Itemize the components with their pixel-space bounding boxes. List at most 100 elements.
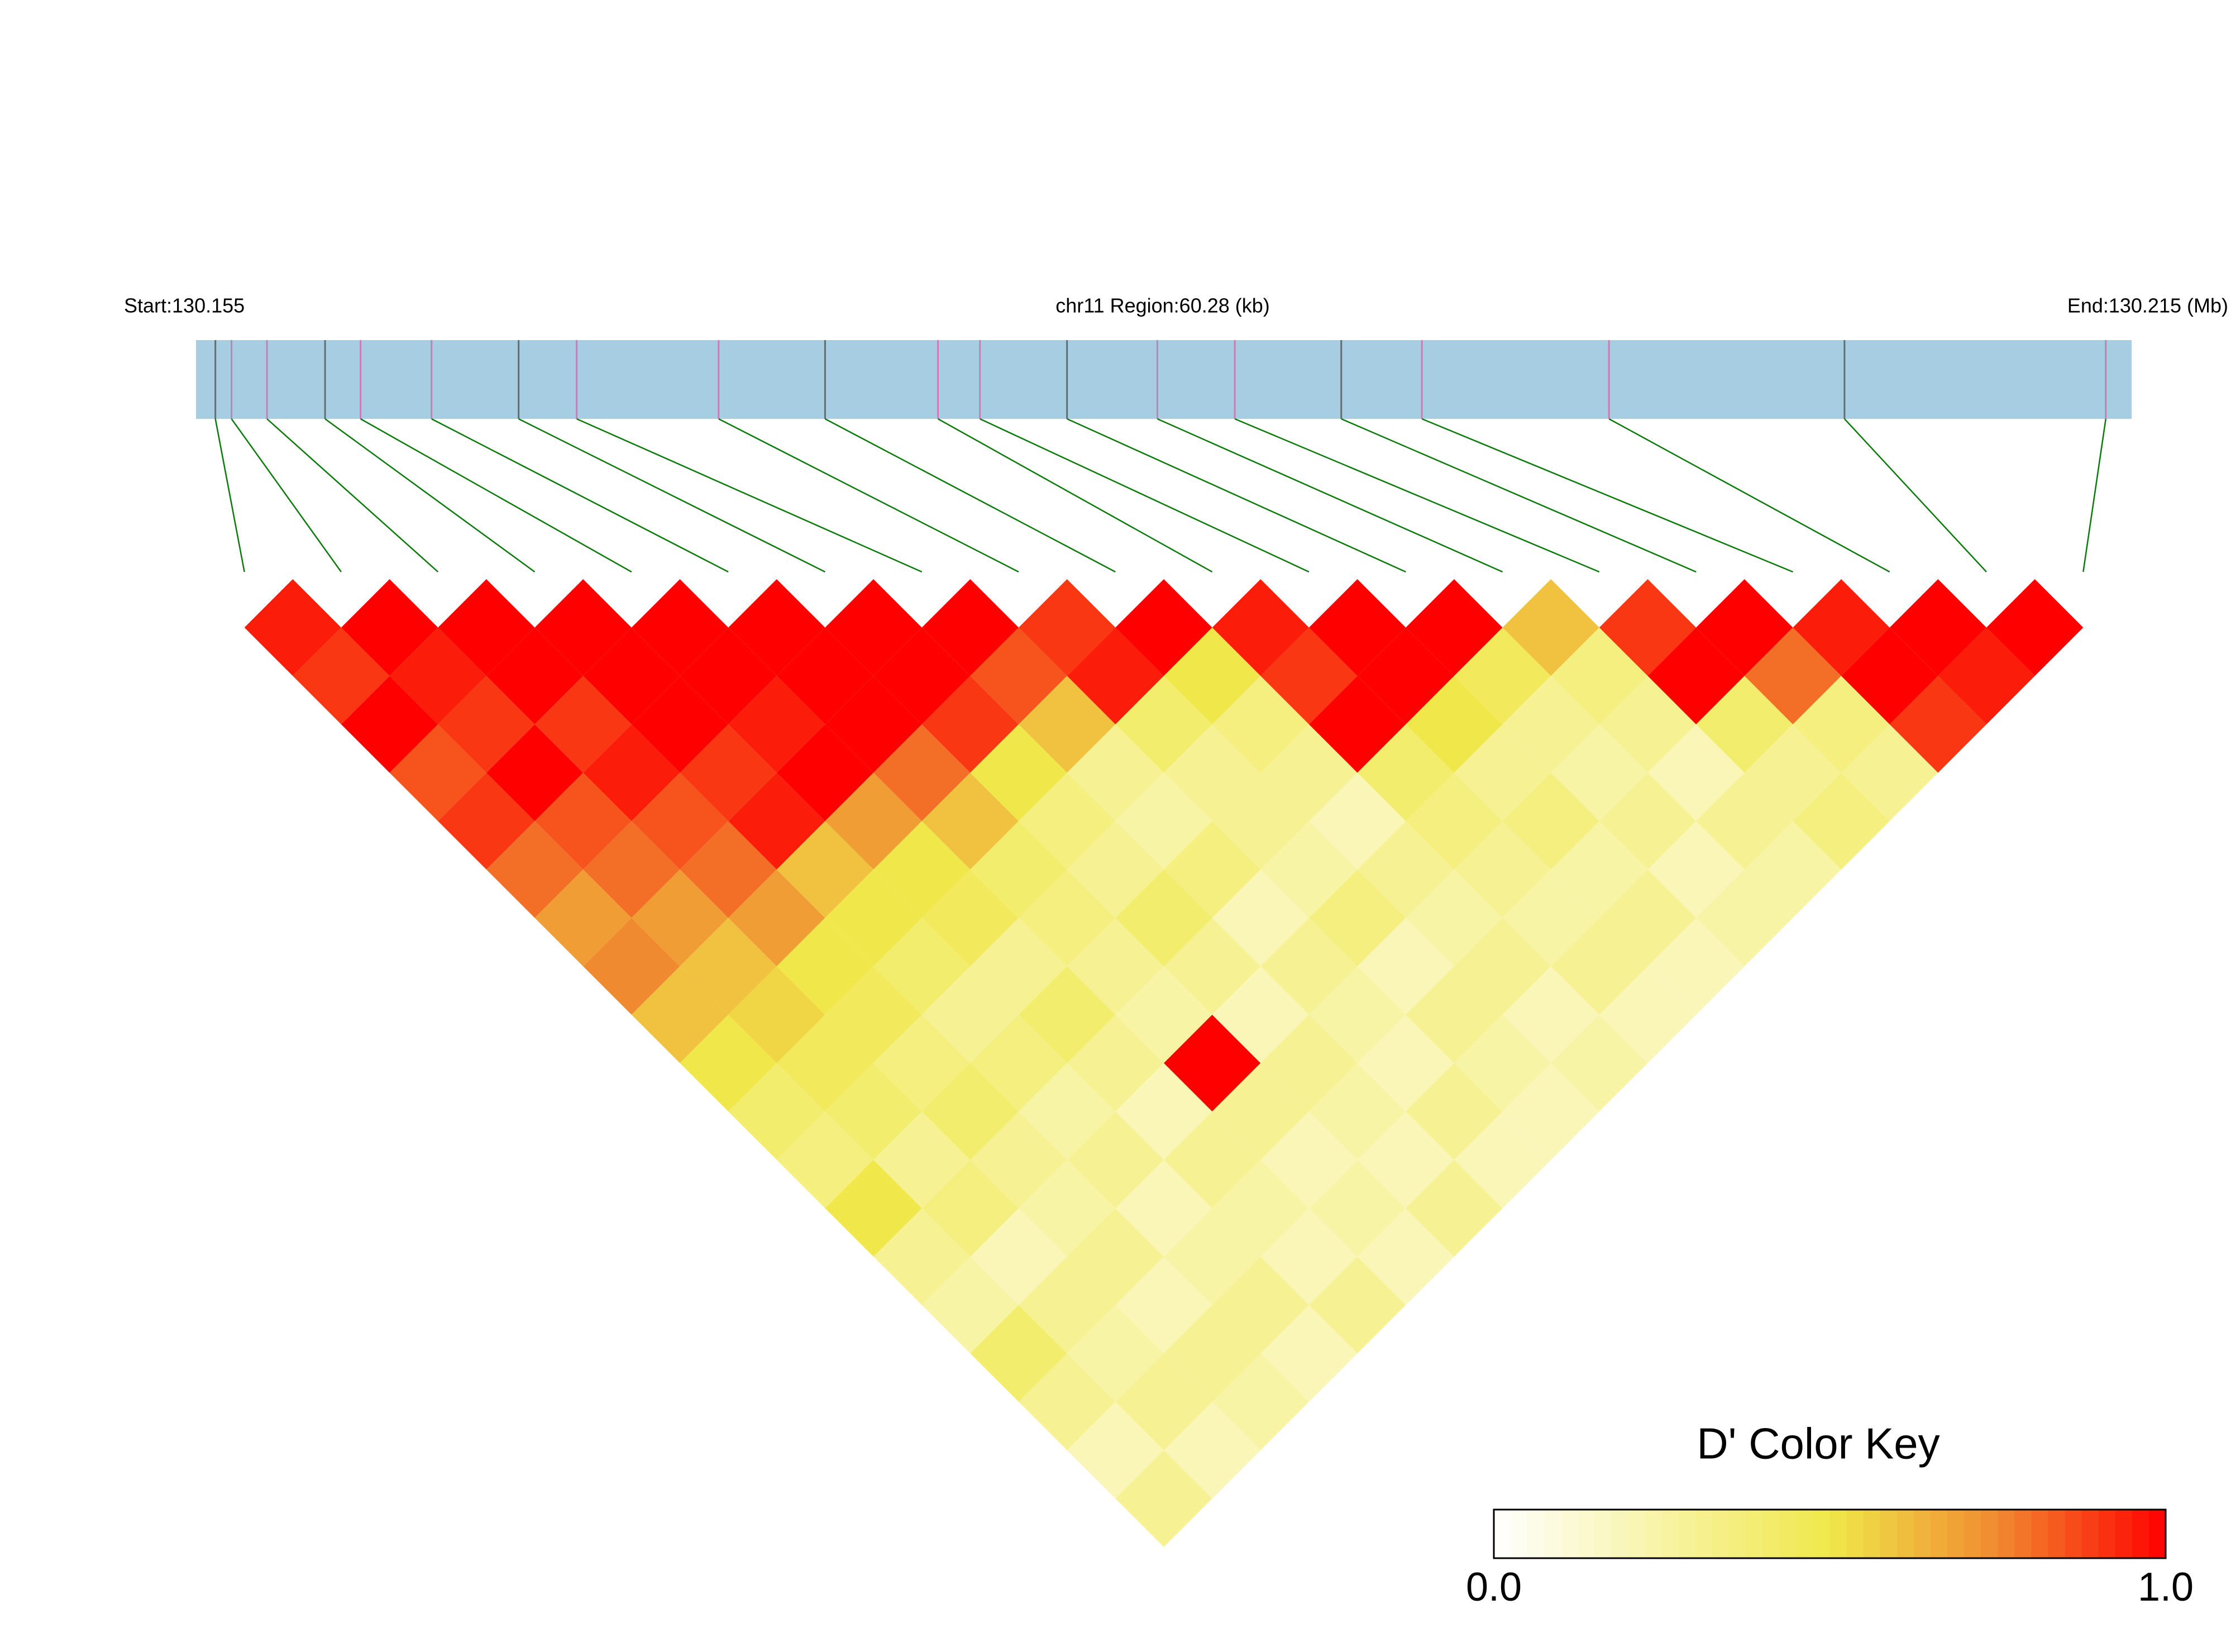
snp-connector: [718, 418, 1019, 573]
ld-cell: [583, 821, 680, 918]
key-swatch: [2148, 1510, 2166, 1558]
start-label: Start:130.155: [124, 294, 245, 317]
ld-cell: [776, 821, 874, 918]
ld-cell: [1260, 821, 1358, 918]
ld-cell: [1067, 918, 1164, 1015]
ld-cell: [438, 676, 535, 773]
key-title: D' Color Key: [1697, 1419, 1939, 1468]
ld-cell: [1115, 772, 1212, 870]
key-swatch: [1762, 1510, 1780, 1558]
ld-cell: [583, 918, 680, 1015]
ld-cell: [1454, 1014, 1551, 1112]
key-swatch: [1896, 1510, 1914, 1558]
ld-cell: [1744, 724, 1842, 822]
key-swatch: [1813, 1510, 1830, 1558]
ld-cell: [680, 724, 777, 822]
ld-cell: [534, 869, 632, 967]
key-swatch: [1494, 1510, 1511, 1558]
ld-cell: [921, 1159, 1019, 1257]
ld-cell: [1647, 724, 1745, 822]
ld-cell: [825, 1063, 922, 1160]
snp-connector: [431, 418, 729, 573]
ld-cell: [1164, 918, 1261, 1015]
ld-cell: [1019, 676, 1116, 773]
ld-cell: [1115, 1063, 1212, 1160]
ld-cell: [1406, 1063, 1503, 1160]
key-swatch: [1947, 1510, 1965, 1558]
ld-cell: [1599, 579, 1697, 676]
ld-cell: [1502, 869, 1599, 967]
ld-cell: [1164, 724, 1261, 822]
ld-cell: [1454, 724, 1551, 822]
key-swatch: [2014, 1510, 2032, 1558]
ld-cell: [1357, 1014, 1454, 1112]
ld-cell: [1260, 1111, 1358, 1209]
ld-cell: [438, 772, 535, 870]
ld-cell: [1019, 579, 1116, 676]
ld-cell: [1164, 627, 1261, 724]
ld-cell: [1019, 1159, 1116, 1257]
ld-cell: [1889, 579, 1987, 676]
ld-cell: [631, 772, 729, 870]
ld-cell: [776, 724, 874, 822]
ld-cell: [1308, 772, 1406, 870]
snp-connector: [266, 418, 439, 572]
ld-cell: [1260, 627, 1358, 724]
ld-cell: [825, 869, 922, 967]
key-tick-label: 1.0: [2138, 1565, 2194, 1610]
ld-cell: [776, 627, 874, 724]
key-swatch: [1930, 1510, 1948, 1558]
ld-cell: [921, 579, 1019, 676]
ld-cell: [534, 676, 632, 773]
ld-cell: [534, 579, 632, 676]
ld-cell: [776, 918, 874, 1015]
ld-cell: [970, 724, 1067, 822]
end-label: End:130.215 (Mb): [2067, 294, 2228, 317]
ld-cell: [1067, 724, 1164, 822]
key-swatch: [1544, 1510, 1561, 1558]
ld-cell: [1067, 1111, 1164, 1209]
ld-cell: [1019, 1257, 1116, 1354]
ld-cell: [389, 724, 486, 822]
snp-connector: [576, 418, 923, 573]
ld-cell: [1067, 1305, 1164, 1402]
ld-cell: [1502, 772, 1599, 870]
key-swatch: [1779, 1510, 1797, 1558]
key-swatch: [1628, 1510, 1646, 1558]
snp-connector: [2082, 418, 2107, 572]
ld-cell: [921, 1063, 1019, 1160]
ld-cell: [486, 724, 584, 822]
ld-cell: [1212, 579, 1309, 676]
ld-cell: [1357, 724, 1454, 822]
ld-cell: [1260, 1014, 1358, 1112]
ld-cell: [1260, 918, 1358, 1015]
snp-connector: [214, 418, 245, 572]
key-swatch: [2115, 1510, 2133, 1558]
ld-cell: [680, 627, 777, 724]
ld-cell: [873, 1208, 971, 1305]
region-label: chr11 Region:60.28 (kb): [1055, 294, 1270, 317]
ld-cell: [1212, 1353, 1309, 1450]
snp-connector: [1341, 418, 1697, 573]
ld-cell: [1454, 1111, 1551, 1209]
snp-connector: [518, 418, 826, 573]
ld-cell: [1357, 821, 1454, 918]
ld-cell: [1357, 1208, 1454, 1305]
ld-cell: [1744, 627, 1842, 724]
ld-cell: [1938, 627, 2035, 724]
ld-cell: [1164, 821, 1261, 918]
ld-cell: [341, 579, 438, 676]
ld-cell: [1744, 821, 1842, 918]
key-swatch: [1645, 1510, 1662, 1558]
ld-cell: [1599, 966, 1697, 1063]
ld-cell: [1212, 772, 1309, 870]
key-swatch: [1611, 1510, 1629, 1558]
ld-cell: [873, 1014, 971, 1112]
ld-cell: [1793, 579, 1890, 676]
snp-connector: [360, 418, 632, 573]
key-swatch: [2048, 1510, 2066, 1558]
ld-cell: [1019, 1353, 1116, 1450]
ld-cell: [1406, 676, 1503, 773]
ld-cell: [1696, 869, 1793, 967]
